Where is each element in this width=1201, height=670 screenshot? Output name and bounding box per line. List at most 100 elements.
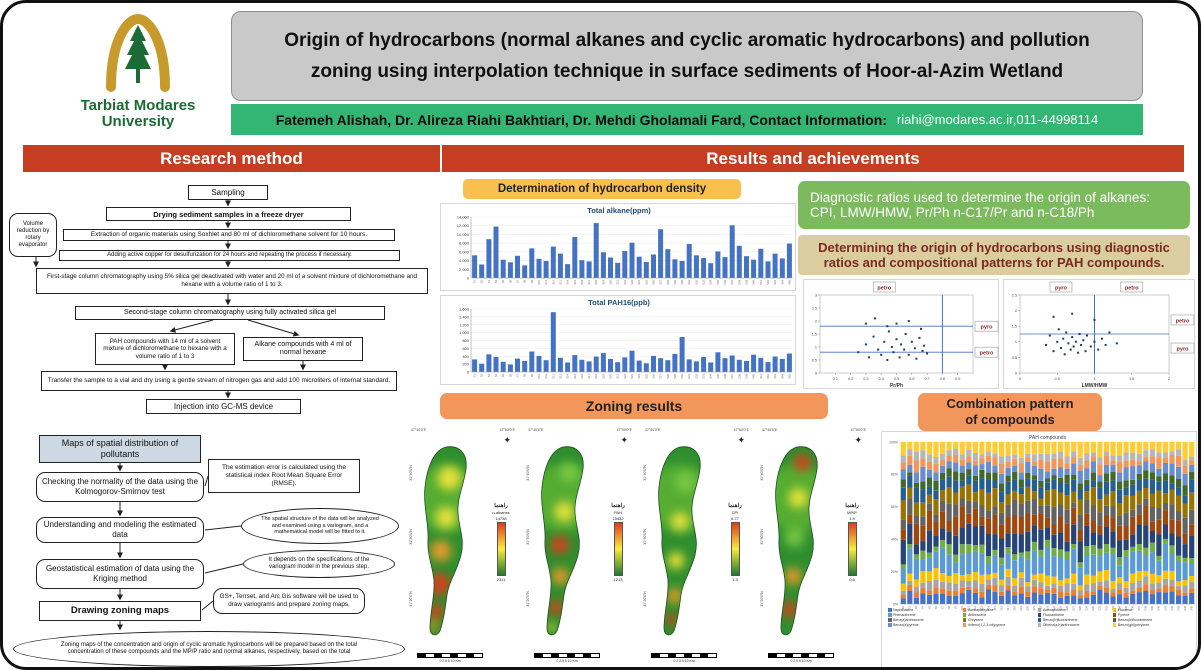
svg-text:S19: S19 <box>601 374 605 379</box>
svg-text:S8: S8 <box>523 280 527 284</box>
authors-bar: Fatemeh Alishah, Dr. Alireza Riahi Bakht… <box>231 104 1143 135</box>
legend-low-value: 1.3 <box>732 577 738 582</box>
svg-text:S33: S33 <box>702 280 706 285</box>
bar-chart-svg: Total alkane(ppm) 14,000 12,000 10,000 8,000… <box>457 206 793 285</box>
zoning-map-nalkanes: 47°40'0"E 47°50'0"E ✦ 31°40'0"N 31°30'0"N 31°… <box>405 427 517 667</box>
zoning-map-cpi: 47°40'0"E 47°50'0"E ✦ 31°40'0"N 31°30'0"N 31°… <box>639 427 751 667</box>
svg-text:S34: S34 <box>709 280 713 285</box>
svg-text:0.6: 0.6 <box>909 377 914 381</box>
svg-text:S31: S31 <box>687 280 691 285</box>
svg-text:0.2: 0.2 <box>848 377 853 381</box>
svg-text:S32: S32 <box>694 374 698 379</box>
chart-total-alkane: Total alkane(ppm) 14,000 12,000 10,000 8,000… <box>440 203 796 291</box>
zoning-map-shape <box>658 446 701 636</box>
scatter-svg: 0 0.5 1 1.5 2 0 0.5 1 1.5 2 2.5 pyro petro petro pyro L… <box>1012 281 1195 389</box>
flow-step-sampling: Sampling <box>188 185 268 200</box>
svg-text:S15: S15 <box>993 605 997 610</box>
map-scale-bar: 0 2.5 5 10 Km <box>417 653 483 663</box>
legend-item: Benzo(a)pyrene <box>888 623 963 627</box>
map-scale-bar: 0 2.5 5 10 Km <box>651 653 717 663</box>
combination-line1: Combination pattern <box>946 395 1074 411</box>
svg-text:0.8: 0.8 <box>940 377 945 381</box>
svg-text:S41: S41 <box>1163 605 1167 610</box>
svg-text:S35: S35 <box>716 280 720 285</box>
legend-gradient-bar <box>730 522 740 576</box>
svg-text:pyro: pyro <box>981 325 994 331</box>
svg-text:2,000: 2,000 <box>459 267 470 272</box>
svg-text:S26: S26 <box>1065 605 1069 610</box>
svg-text:2: 2 <box>815 319 817 323</box>
authors-text: Fatemeh Alishah, Dr. Alireza Riahi Bakht… <box>275 111 887 128</box>
svg-text:S23: S23 <box>630 374 634 379</box>
svg-text:0.7: 0.7 <box>924 377 929 381</box>
svg-text:S30: S30 <box>680 280 684 285</box>
flow-step-modeling: Understanding and modeling the estimated… <box>36 517 204 543</box>
svg-text:S27: S27 <box>1072 605 1076 610</box>
svg-text:S37: S37 <box>1137 605 1141 610</box>
svg-text:0.3: 0.3 <box>863 377 868 381</box>
svg-text:4,000: 4,000 <box>459 258 470 263</box>
flow-step-drawing: Drawing zoning maps <box>39 601 201 621</box>
flow-step-drying: Drying sediment samples in a freeze drye… <box>106 207 351 221</box>
svg-text:S45: S45 <box>787 280 791 285</box>
svg-text:80%: 80% <box>891 473 898 477</box>
svg-text:S24: S24 <box>637 374 641 379</box>
svg-text:S6: S6 <box>934 605 938 609</box>
svg-text:S1: S1 <box>473 280 477 284</box>
annotation-variogram: The spatial structure of the data will b… <box>241 508 399 544</box>
svg-text:S2: S2 <box>480 374 484 378</box>
svg-text:1.5: 1.5 <box>1012 325 1017 329</box>
zoning-map-shape <box>424 446 467 636</box>
flow-side-volume-reduction: Volume reduction by rotary evaporator <box>9 213 57 257</box>
svg-text:petro: petro <box>877 286 891 292</box>
svg-text:0.9: 0.9 <box>955 377 960 381</box>
svg-text:S15: S15 <box>573 280 577 285</box>
svg-text:S23: S23 <box>1045 605 1049 610</box>
svg-text:S6: S6 <box>508 374 512 378</box>
svg-text:S24: S24 <box>1052 605 1056 610</box>
svg-text:S7: S7 <box>516 374 520 378</box>
svg-text:S41: S41 <box>759 374 763 379</box>
svg-text:S22: S22 <box>623 280 627 285</box>
svg-text:2: 2 <box>1168 377 1170 381</box>
legend-item: Acenaphthene <box>1037 608 1113 612</box>
svg-text:0: 0 <box>815 371 817 375</box>
svg-text:S11: S11 <box>967 605 971 610</box>
stacked-legend: Naphthalene Acenaphthylene Acenaphthene Flu… <box>888 608 1194 628</box>
svg-text:pyro: pyro <box>1177 347 1190 353</box>
svg-text:S43: S43 <box>773 280 777 285</box>
svg-text:0.5: 0.5 <box>1012 356 1017 360</box>
svg-text:S44: S44 <box>780 374 784 379</box>
scatter-lmwhmw-plot: 0 0.5 1 1.5 2 0 0.5 1 1.5 2 2.5 pyro petro petro pyro L… <box>1003 279 1195 389</box>
svg-text:S4: S4 <box>494 280 498 284</box>
svg-text:S11: S11 <box>544 280 548 285</box>
svg-text:S11: S11 <box>544 374 548 379</box>
svg-text:S10: S10 <box>537 280 541 285</box>
svg-text:2: 2 <box>1015 309 1017 313</box>
flow-connectors <box>33 200 306 631</box>
legend-item: Indeno(1,2,3-cd)pyrene <box>962 623 1038 627</box>
svg-text:S2: S2 <box>480 280 484 284</box>
pah-origin-box: Determining the origin of hydrocarbons u… <box>798 235 1190 275</box>
north-arrow-icon: ✦ <box>737 435 745 445</box>
map-top-coords: 47°40'0"E 47°50'0"E <box>645 428 749 432</box>
legend-gradient-bar <box>613 522 623 576</box>
flow-branch-alkane: Alkane compounds with 4 ml of normal hex… <box>243 337 363 361</box>
svg-text:S17: S17 <box>1006 605 1010 610</box>
svg-text:S3: S3 <box>487 374 491 378</box>
svg-text:S9: S9 <box>954 605 958 609</box>
svg-text:S41: S41 <box>759 280 763 285</box>
map-legend: راهنما MP/P 1.9 0.6 <box>836 503 868 582</box>
svg-text:S42: S42 <box>766 280 770 285</box>
legend-item: Benz(a)anthracene <box>888 618 963 622</box>
map-top-coords: 47°40'0"E 47°50'0"E <box>411 428 515 432</box>
section-research-method: Research method <box>23 145 440 172</box>
svg-text:S34: S34 <box>709 374 713 379</box>
svg-text:S10: S10 <box>537 374 541 379</box>
svg-text:1: 1 <box>1093 377 1095 381</box>
svg-text:S36: S36 <box>723 280 727 285</box>
svg-text:S24: S24 <box>637 280 641 285</box>
svg-text:S15: S15 <box>573 374 577 379</box>
combination-pattern-header: Combination pattern of compounds <box>918 393 1102 431</box>
svg-text:S19: S19 <box>601 280 605 285</box>
